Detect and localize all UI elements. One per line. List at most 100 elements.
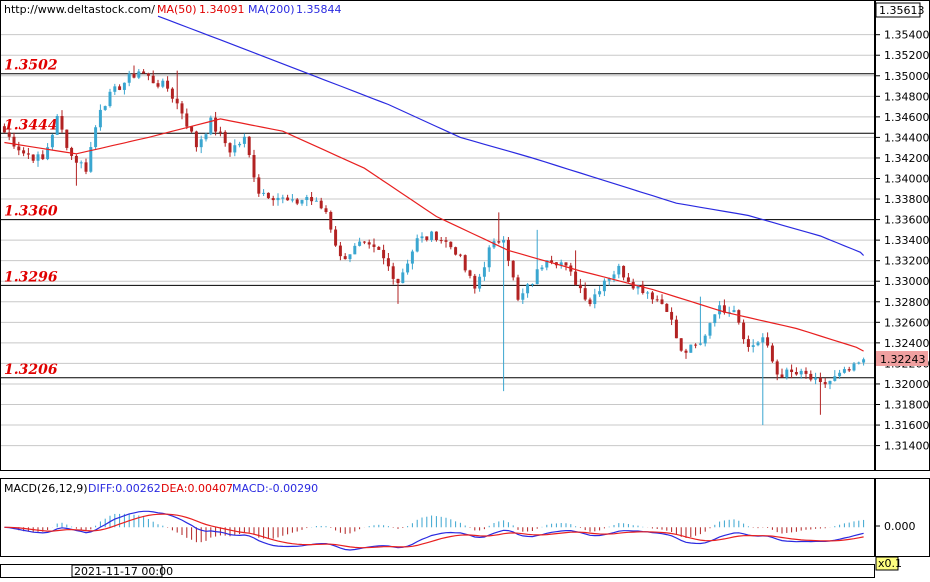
candle-body <box>372 244 376 247</box>
candle-body <box>257 177 261 194</box>
candle-body <box>631 281 635 289</box>
candle-body <box>684 350 688 353</box>
candle-body <box>722 305 726 313</box>
price-grid <box>1 34 874 447</box>
candle-body <box>12 136 16 147</box>
zoom-label[interactable]: x0.1 <box>878 557 902 570</box>
candle-body <box>833 376 837 381</box>
candle-body <box>526 284 530 294</box>
candle-body <box>290 199 294 201</box>
candle-body <box>574 271 578 285</box>
candle-body <box>113 86 117 92</box>
candle-body <box>458 254 462 256</box>
candle-body <box>382 249 386 259</box>
price-tick-label: 1.31400 <box>884 440 930 453</box>
ma50-label: MA(50) <box>157 3 197 16</box>
candle-body <box>300 200 304 204</box>
candle-body <box>698 343 702 345</box>
candle-body <box>564 262 568 266</box>
candle-body <box>175 98 179 104</box>
candle-body <box>74 155 78 163</box>
candle-body <box>180 103 184 114</box>
macd-value: MACD:-0.00290 <box>232 482 318 495</box>
macd-histogram <box>8 513 865 543</box>
price-tick-label: 1.33600 <box>884 214 930 227</box>
candle-body <box>578 284 582 289</box>
candle-body <box>502 239 506 243</box>
candle-body <box>785 369 789 378</box>
ma200-label: MA(200) <box>248 3 295 16</box>
price-tick-label: 1.35400 <box>884 29 930 42</box>
candle-body <box>362 241 366 243</box>
candle-body <box>170 88 174 99</box>
price-tick-label: 1.33200 <box>884 255 930 268</box>
candle-body <box>262 192 266 194</box>
candle-body <box>593 294 597 305</box>
candle-body <box>454 247 458 255</box>
candle-body <box>694 344 698 346</box>
candle-body <box>281 197 285 199</box>
candle-body <box>338 245 342 257</box>
candle-body <box>468 270 472 276</box>
candle-body <box>818 377 822 383</box>
candle-body <box>94 127 98 148</box>
price-tick-label: 1.31800 <box>884 399 930 412</box>
candle-body <box>780 374 784 378</box>
candle-body <box>406 263 410 273</box>
current-price-box <box>876 350 928 366</box>
macd-diff-value: DIFF:0.00262 <box>88 482 161 495</box>
candle-body <box>233 145 237 153</box>
candle-body <box>218 131 222 133</box>
macd-axis <box>875 478 930 557</box>
candle-body <box>247 136 251 156</box>
candle-body <box>108 91 112 107</box>
macd-dea-value: DEA:0.00407 <box>161 482 233 495</box>
ma200-value: 1.35844 <box>296 3 342 16</box>
price-tick-label: 1.32600 <box>884 316 930 329</box>
level-label: 1.3296 <box>4 269 58 285</box>
candle-body <box>166 80 170 89</box>
candle-body <box>310 197 314 202</box>
candle-body <box>521 293 525 300</box>
candle-body <box>775 361 779 375</box>
candle-body <box>214 117 218 132</box>
candle-body <box>26 153 30 155</box>
candle-body <box>545 260 549 268</box>
candle-body <box>434 231 438 241</box>
price-axis-ticks: 1.35400 1.35200 1.35000 1.34800 1.34600 1.344… <box>875 29 930 453</box>
candle-body <box>151 75 155 84</box>
candle-body <box>36 154 40 161</box>
price-tick-label: 1.33400 <box>884 234 930 247</box>
candle-body <box>703 335 707 344</box>
candle-body <box>252 155 256 178</box>
level-label: 1.3206 <box>4 362 58 378</box>
date-label: 2021-11-17 00:00 <box>74 565 173 578</box>
candle-body <box>761 337 765 343</box>
candle-body <box>497 241 501 243</box>
date-label-box <box>71 564 163 578</box>
candle-body <box>607 278 611 281</box>
candle-body <box>799 370 803 375</box>
candle-body <box>161 80 165 87</box>
candle-body <box>348 254 352 260</box>
candle-body <box>626 277 630 282</box>
candle-body <box>732 310 736 313</box>
candle-body <box>190 126 194 132</box>
candle-body <box>790 369 794 373</box>
candle-body <box>79 162 83 164</box>
level-label: 1.3502 <box>4 58 58 74</box>
candle-body <box>689 344 693 353</box>
level-label: 1.3444 <box>4 117 58 133</box>
candle-body <box>276 197 280 201</box>
candle-body <box>828 380 832 385</box>
candle-body <box>550 260 554 263</box>
candle-body <box>118 86 122 90</box>
candle-body <box>242 136 246 144</box>
candle-body <box>238 143 242 146</box>
candle-body <box>794 372 798 375</box>
price-tick-label: 1.34800 <box>884 90 930 103</box>
candle-body <box>65 129 69 148</box>
zoom-box[interactable] <box>875 556 899 571</box>
